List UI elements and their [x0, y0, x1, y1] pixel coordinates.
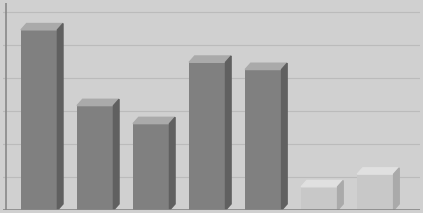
Bar: [301, 187, 338, 210]
Polygon shape: [338, 180, 343, 210]
Bar: [245, 69, 282, 210]
Polygon shape: [77, 99, 119, 106]
Polygon shape: [21, 23, 63, 30]
Bar: [21, 30, 58, 210]
Polygon shape: [282, 63, 287, 210]
Polygon shape: [394, 168, 399, 210]
Bar: [133, 124, 170, 210]
Polygon shape: [170, 117, 175, 210]
Polygon shape: [225, 56, 231, 210]
Polygon shape: [357, 168, 399, 174]
Polygon shape: [133, 117, 175, 124]
Polygon shape: [189, 56, 231, 62]
Polygon shape: [301, 180, 343, 187]
Polygon shape: [58, 23, 63, 210]
Polygon shape: [113, 99, 119, 210]
Bar: [189, 62, 225, 210]
Bar: [77, 106, 113, 210]
Polygon shape: [245, 63, 287, 69]
Bar: [357, 174, 394, 210]
